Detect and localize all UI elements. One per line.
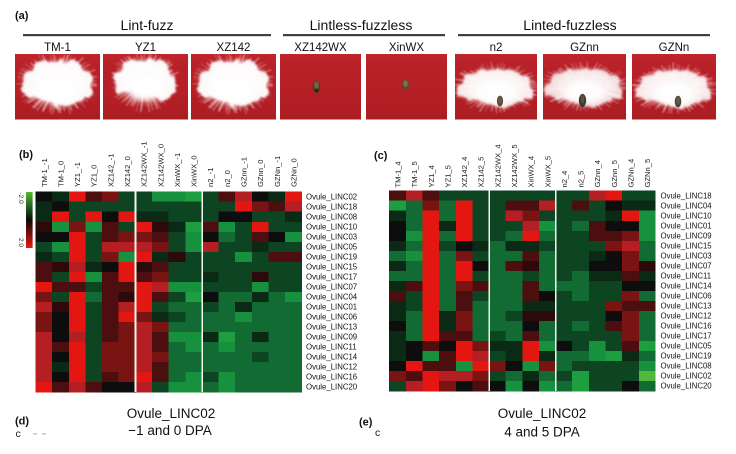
svg-text:XinWX_-1: XinWX_-1 [173,153,182,187]
svg-text:n2_-1: n2_-1 [206,168,215,187]
svg-text:Ovule_LINC03: Ovule_LINC03 [661,251,712,260]
svg-text:GZNn_5: GZNn_5 [643,159,652,188]
svg-text:Ovule_LINC16: Ovule_LINC16 [306,373,357,382]
svg-text:XinWX: XinWX [389,42,424,54]
svg-text:Ovule_LINC12: Ovule_LINC12 [306,363,357,372]
svg-text:Ovule_LINC11: Ovule_LINC11 [306,343,357,352]
svg-text:GZNn_0: GZNn_0 [289,158,298,187]
svg-text:Ovule_LINC07: Ovule_LINC07 [661,261,712,270]
svg-text:Ovule_LINC19: Ovule_LINC19 [661,352,712,361]
svg-text:Ovule_LINC13: Ovule_LINC13 [306,323,357,332]
svg-text:XZ142WX_-1: XZ142WX_-1 [140,141,149,187]
svg-text:Ovule_LINC19: Ovule_LINC19 [306,252,357,261]
svg-text:XinWX_0: XinWX_0 [190,155,199,187]
svg-text:Ovule_LINC04: Ovule_LINC04 [661,201,713,210]
svg-text:Ovule_LINC06: Ovule_LINC06 [661,292,712,301]
svg-text:n2_5: n2_5 [577,171,586,188]
svg-text:Ovule_LINC04: Ovule_LINC04 [306,293,358,302]
svg-text:Ovule_LINC03: Ovule_LINC03 [306,232,357,241]
svg-text:Ovule_LINC17: Ovule_LINC17 [661,332,712,341]
svg-text:(e): (e) [359,417,373,429]
svg-text:GZNn_4: GZNn_4 [627,159,636,188]
svg-text:n2: n2 [490,42,503,54]
svg-text:Ovule_LINC05: Ovule_LINC05 [306,242,358,251]
svg-text:XinWX_4: XinWX_4 [527,156,536,188]
svg-text:(d): (d) [15,416,29,428]
svg-text:Ovule_LINC11: Ovule_LINC11 [661,272,712,281]
svg-text:(c): (c) [374,150,388,162]
svg-text:YZ1: YZ1 [135,42,156,54]
svg-text:GZnn_4: GZnn_4 [593,160,602,187]
svg-text:Ovule_LINC14: Ovule_LINC14 [306,353,358,362]
svg-text:XZ142_-1: XZ142_-1 [106,154,115,187]
svg-text:Ovule_LINC02: Ovule_LINC02 [306,192,357,201]
svg-text:Ovule_LINC16: Ovule_LINC16 [661,322,712,331]
svg-text:c: c [16,428,21,440]
svg-text:Ovule_LINC20: Ovule_LINC20 [661,382,713,391]
svg-text:XZ142WX_0: XZ142WX_0 [156,144,165,187]
svg-text:Ovule_LINC09: Ovule_LINC09 [661,231,712,240]
svg-text:GZnn_0: GZnn_0 [256,160,265,187]
svg-text:TM-1_5: TM-1_5 [410,161,419,187]
svg-text:Ovule_LINC08: Ovule_LINC08 [661,362,712,371]
svg-text:Ovule_LINC17: Ovule_LINC17 [306,273,357,282]
svg-text:Ovule_LINC05: Ovule_LINC05 [661,342,713,351]
svg-text:YZ1_4: YZ1_4 [427,165,436,187]
svg-text:XZ142_5: XZ142_5 [477,157,486,188]
svg-text:YZ1_0: YZ1_0 [90,165,99,187]
svg-text:XZ142WX: XZ142WX [294,42,347,54]
svg-text:Ovule_LINC02: Ovule_LINC02 [498,406,587,421]
svg-text:TM-1_0: TM-1_0 [56,161,65,187]
svg-text:Ovule_LINC08: Ovule_LINC08 [306,212,357,221]
svg-text:Ovule_LINC02: Ovule_LINC02 [127,406,216,421]
svg-text:2.0: 2.0 [17,238,24,247]
svg-text:YZ1_-1: YZ1_-1 [73,162,82,187]
svg-text:XZ142_0: XZ142_0 [123,156,132,187]
svg-text:Ovule_LINC18: Ovule_LINC18 [306,202,357,211]
svg-text:-2.0: -2.0 [17,193,24,205]
svg-text:−1 and 0 DPA: −1 and 0 DPA [128,423,211,438]
svg-text:Ovule_LINC15: Ovule_LINC15 [661,241,713,250]
svg-text:(a): (a) [15,10,29,22]
svg-text:TM-1_4: TM-1_4 [394,161,403,187]
svg-text:n2_4: n2_4 [560,171,569,188]
svg-text:Ovule_LINC12: Ovule_LINC12 [661,312,712,321]
svg-text:GZNn_-1: GZNn_-1 [273,156,282,187]
svg-text:GZNn: GZNn [659,42,690,54]
svg-text:TM-1: TM-1 [44,42,71,54]
svg-text:Ovule_LINC02: Ovule_LINC02 [661,372,712,381]
svg-text:Ovule_LINC10: Ovule_LINC10 [306,222,358,231]
svg-text:Linted-fuzzless: Linted-fuzzless [523,17,616,33]
svg-text:XZ142WX_5: XZ142WX_5 [510,144,519,187]
svg-text:n2_0: n2_0 [223,170,232,187]
svg-text:GZnn: GZnn [570,42,599,54]
svg-text:GZnn_-1: GZnn_-1 [240,157,249,187]
svg-text:XZ142WX_4: XZ142WX_4 [493,144,502,187]
svg-text:Ovule_LINC09: Ovule_LINC09 [306,333,357,342]
svg-text:c: c [375,427,380,439]
svg-text:Ovule_LINC13: Ovule_LINC13 [661,302,712,311]
svg-text:Ovule_LINC06: Ovule_LINC06 [306,313,357,322]
svg-text:Ovule_LINC01: Ovule_LINC01 [306,303,357,312]
svg-text:4 and 5 DPA: 4 and 5 DPA [504,425,580,440]
svg-text:YZ1_5: YZ1_5 [443,165,452,187]
svg-text:Ovule_LINC07: Ovule_LINC07 [306,283,357,292]
svg-text:XZ142: XZ142 [217,42,251,54]
svg-text:Lintless-fuzzless: Lintless-fuzzless [310,17,413,33]
svg-text:Ovule_LINC20: Ovule_LINC20 [306,383,358,392]
svg-text:XZ142_4: XZ142_4 [460,157,469,188]
svg-text:TM-1_-1: TM-1_-1 [40,158,49,187]
svg-text:Ovule_LINC10: Ovule_LINC10 [661,211,713,220]
svg-text:Ovule_LINC01: Ovule_LINC01 [661,221,712,230]
svg-text:Ovule_LINC18: Ovule_LINC18 [661,191,712,200]
svg-text:GZnn_5: GZnn_5 [610,160,619,187]
svg-text:Lint-fuzz: Lint-fuzz [121,17,174,33]
svg-text:Ovule_LINC15: Ovule_LINC15 [306,262,358,271]
svg-text:XinWX_5: XinWX_5 [543,156,552,188]
svg-text:(b): (b) [19,149,33,161]
svg-text:Ovule_LINC14: Ovule_LINC14 [661,282,713,291]
